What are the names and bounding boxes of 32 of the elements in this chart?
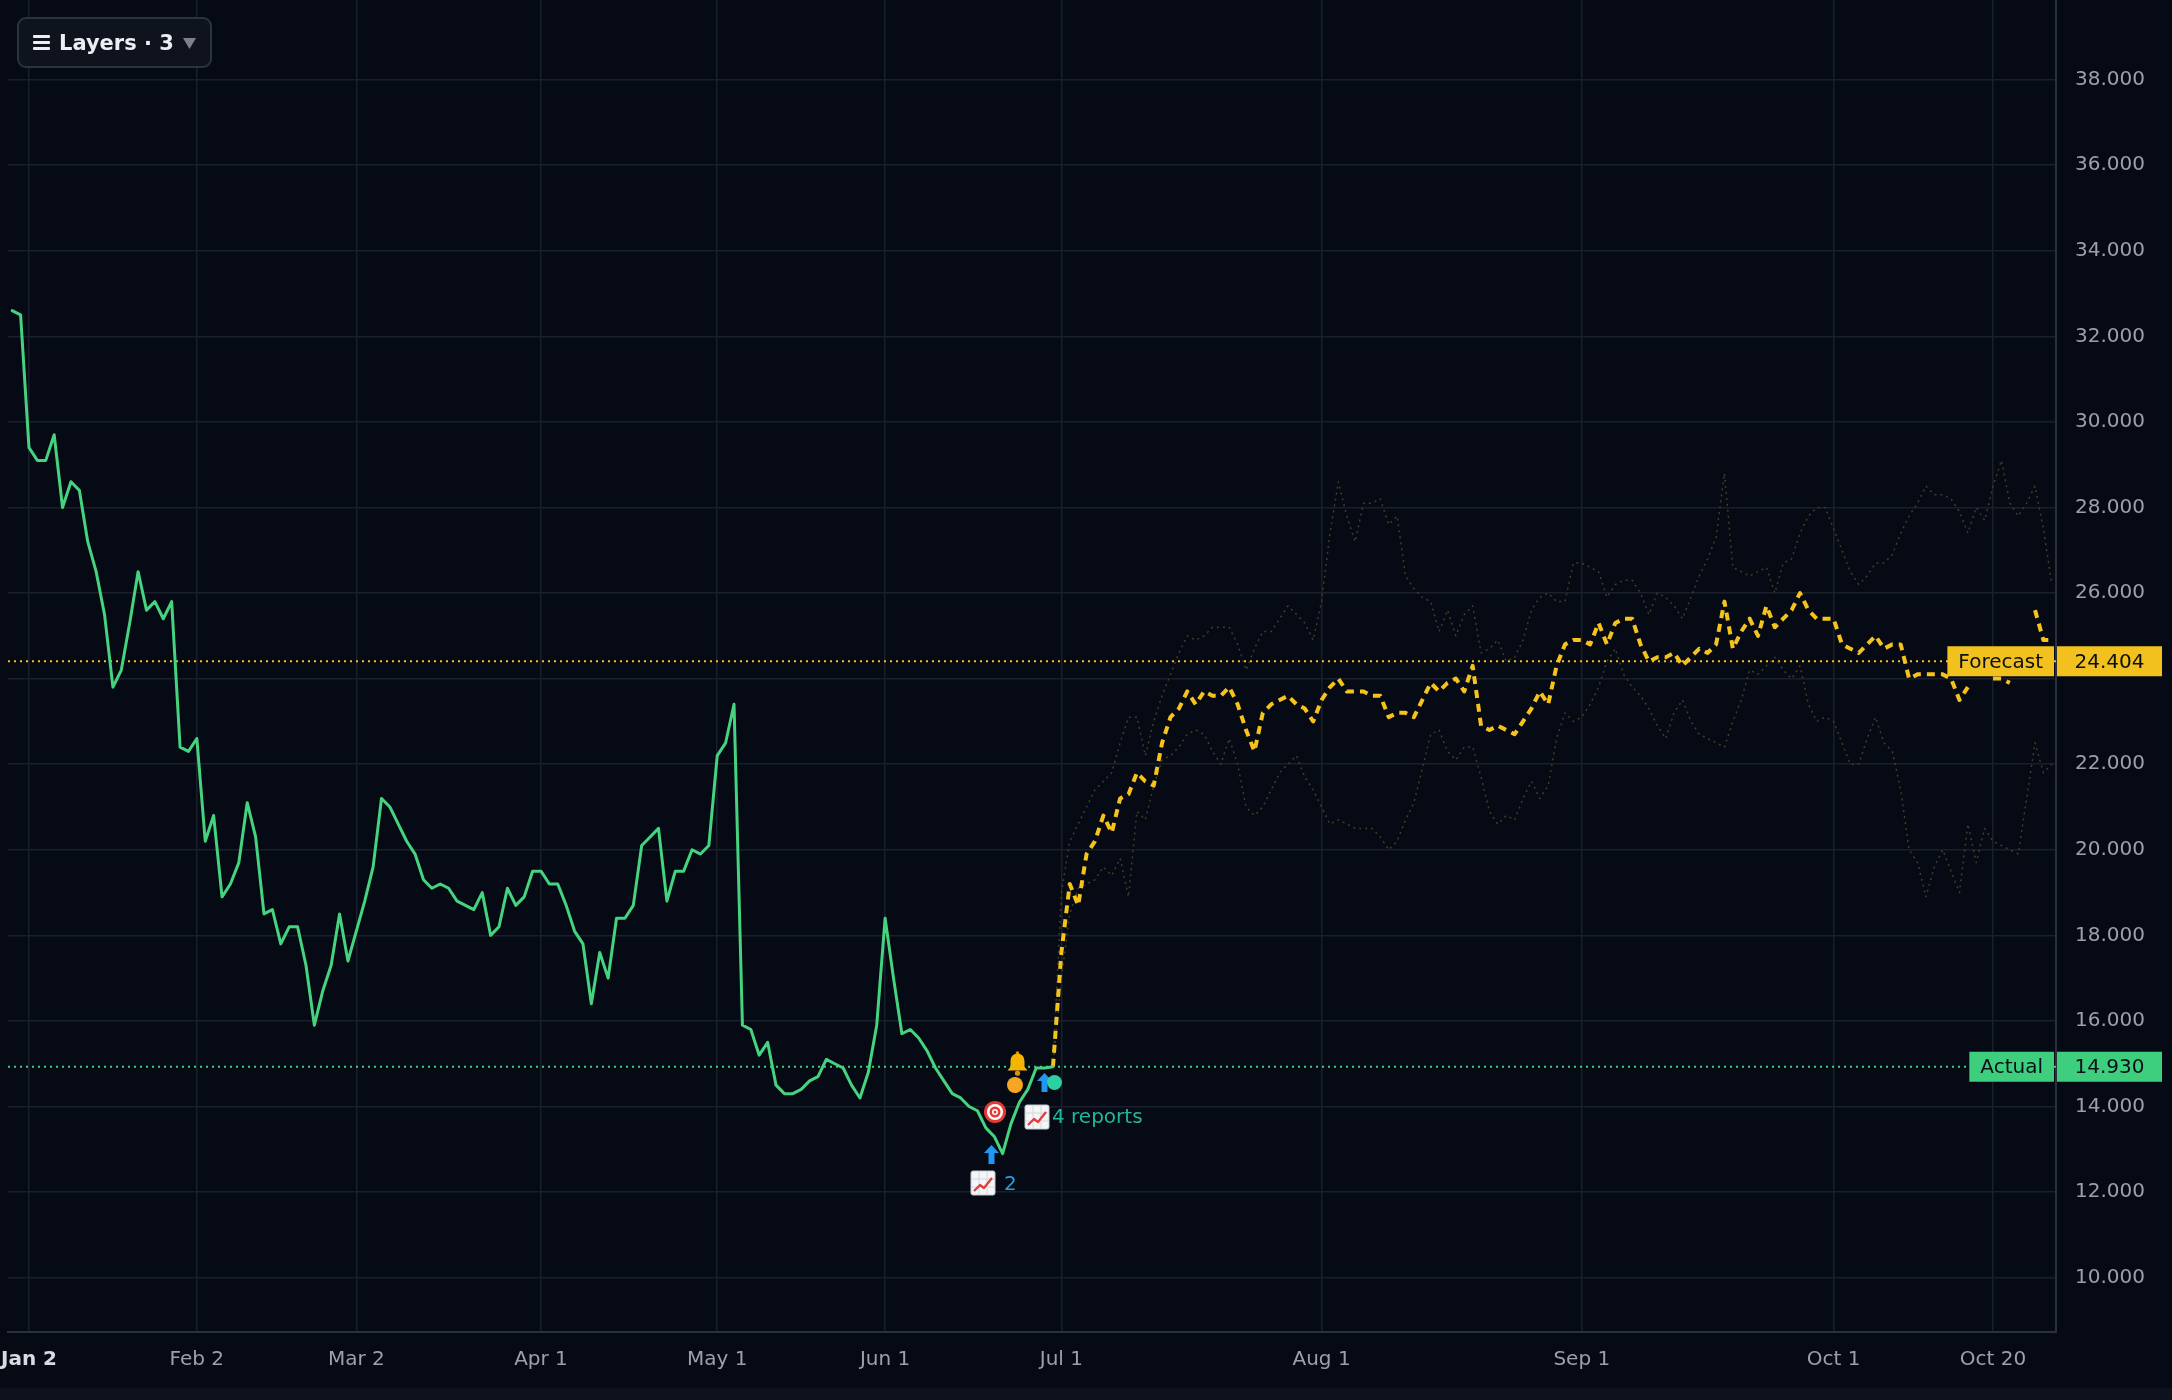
y-tick-label: 36.000: [2075, 151, 2145, 176]
y-tick-label: 14.000: [2075, 1092, 2145, 1117]
y-tick-label: 20.000: [2075, 835, 2145, 860]
x-tick-label: Jun 1: [857, 1346, 911, 1371]
annotation: 2: [1004, 1171, 1017, 1195]
annotation: Layers · 3: [59, 30, 174, 55]
text: 14.930: [2074, 1053, 2145, 1078]
text: 24.404: [2074, 648, 2145, 673]
ref-line-label: Forecast: [1958, 648, 2044, 673]
y-tick-label: 28.000: [2075, 493, 2145, 518]
x-tick-label: Jul 1: [1037, 1346, 1083, 1371]
ref-line-label: Actual: [1980, 1053, 2043, 1078]
y-tick-label: 38.000: [2075, 65, 2145, 90]
annotation: 4 reports: [1052, 1104, 1143, 1128]
x-tick-label: Oct 20: [1959, 1346, 2027, 1371]
x-tick-label: May 1: [687, 1346, 748, 1371]
y-tick-label: 18.000: [2075, 921, 2145, 946]
x-tick-label: Aug 1: [1292, 1346, 1351, 1371]
y-tick-label: 12.000: [2075, 1178, 2145, 1203]
y-tick-label: 34.000: [2075, 236, 2145, 261]
x-tick-label: Mar 2: [327, 1346, 385, 1371]
y-tick-label: 16.000: [2075, 1007, 2145, 1032]
x-tick-label: Sep 1: [1553, 1346, 1611, 1371]
y-tick-label: 32.000: [2075, 322, 2145, 347]
y-tick-label: 10.000: [2075, 1263, 2145, 1288]
x-tick-label: Jan 2: [0, 1346, 58, 1371]
y-tick-label: 30.000: [2075, 408, 2145, 433]
x-tick-label: Apr 1: [514, 1346, 568, 1371]
y-tick-label: 26.000: [2075, 579, 2145, 604]
x-tick-label: Oct 1: [1806, 1346, 1861, 1371]
x-tick-label: Feb 2: [169, 1346, 225, 1371]
y-tick-label: 22.000: [2075, 750, 2145, 775]
